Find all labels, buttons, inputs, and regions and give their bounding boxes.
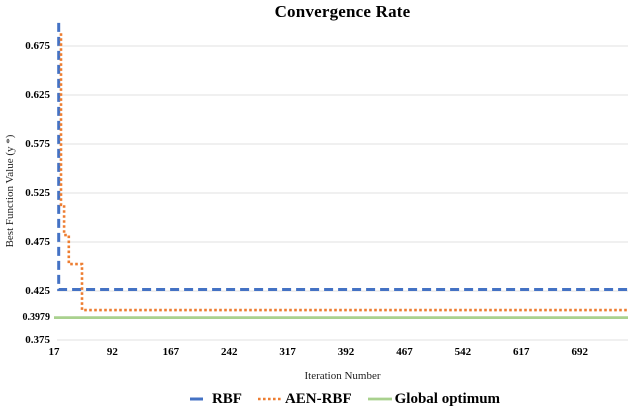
y-tick-label: 0.475 (25, 236, 50, 248)
x-tick-label: 317 (279, 346, 296, 358)
x-tick-label: 467 (396, 346, 413, 358)
y-tick-label: 0.625 (25, 89, 50, 101)
y-tick-label: 0.575 (25, 138, 50, 150)
x-tick-label: 617 (513, 346, 530, 358)
legend-label: Global optimum (394, 390, 501, 407)
legend-marker-dotted-line (257, 397, 282, 401)
legend-item-rbf: RBF (185, 391, 242, 408)
y-tick-label: 0.675 (25, 40, 50, 52)
legend-marker-dashed-line (189, 397, 203, 401)
x-tick-label: 17 (48, 346, 60, 358)
series-line-aen-rbf (59, 33, 628, 312)
x-tick-label: 242 (220, 346, 238, 358)
x-tick-label: 167 (162, 346, 180, 358)
x-axis-title: Iteration Number (304, 370, 381, 382)
x-tick-label: 392 (337, 346, 355, 358)
y-tick-label: 0.375 (25, 334, 50, 346)
x-tick-label: 92 (106, 346, 118, 358)
x-tick-label: 542 (454, 346, 472, 358)
x-tick-label: 692 (571, 346, 588, 358)
legend-label: AEN-RBF (284, 390, 352, 407)
y-tick-label: 0.425 (25, 285, 50, 297)
legend-label: RBF (211, 390, 242, 407)
legend-marker-solid-line (367, 397, 392, 401)
series-line-rbf (57, 22, 628, 291)
y-tick-label: 0.525 (25, 187, 50, 199)
legend-item-global-optimum: Global optimum (367, 390, 501, 408)
legend-item-aen-rbf: AEN-RBF (257, 390, 352, 408)
chart-title: Convergence Rate (274, 2, 411, 21)
y-tick-label: 0.3979 (22, 311, 51, 323)
legend: RBF AEN-RBF Global optimum (57, 388, 628, 410)
